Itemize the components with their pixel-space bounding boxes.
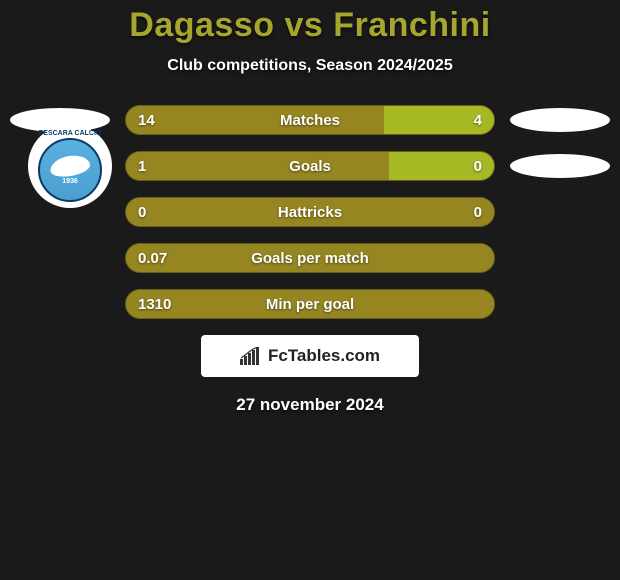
page-title: Dagasso vs Franchini [0, 6, 620, 45]
brand-text: FcTables.com [268, 346, 380, 366]
club-badge-left: PESCARA CALCIO 1936 [28, 124, 112, 208]
stat-label: Goals per match [126, 244, 494, 273]
stat-row: 144Matches [125, 105, 495, 135]
stat-rows: 144Matches 10Goals 00Hattricks 0.07Goals pe… [125, 105, 495, 319]
club-badge-year: 1936 [62, 178, 78, 185]
brand-logo[interactable]: FcTables.com [201, 335, 419, 377]
club-badge-text: PESCARA CALCIO [39, 130, 102, 137]
stat-label: Min per goal [126, 290, 494, 319]
stat-label: Hattricks [126, 198, 494, 227]
comparison-card: Dagasso vs Franchini Club competitions, … [0, 0, 620, 415]
bar-chart-icon [240, 347, 262, 365]
subtitle: Club competitions, Season 2024/2025 [0, 57, 620, 75]
dolphin-icon [49, 152, 92, 179]
stat-row: 0.07Goals per match [125, 243, 495, 273]
chart-area: PESCARA CALCIO 1936 144Matches 10Goals 00H… [0, 105, 620, 415]
stat-row: 10Goals [125, 151, 495, 181]
stat-label: Goals [126, 152, 494, 181]
player-slot-right [510, 108, 610, 132]
player-slot-right [510, 154, 610, 178]
club-badge-inner: 1936 [38, 138, 102, 202]
stat-row: 00Hattricks [125, 197, 495, 227]
stat-row: 1310Min per goal [125, 289, 495, 319]
date-text: 27 november 2024 [0, 395, 620, 415]
stat-label: Matches [126, 106, 494, 135]
